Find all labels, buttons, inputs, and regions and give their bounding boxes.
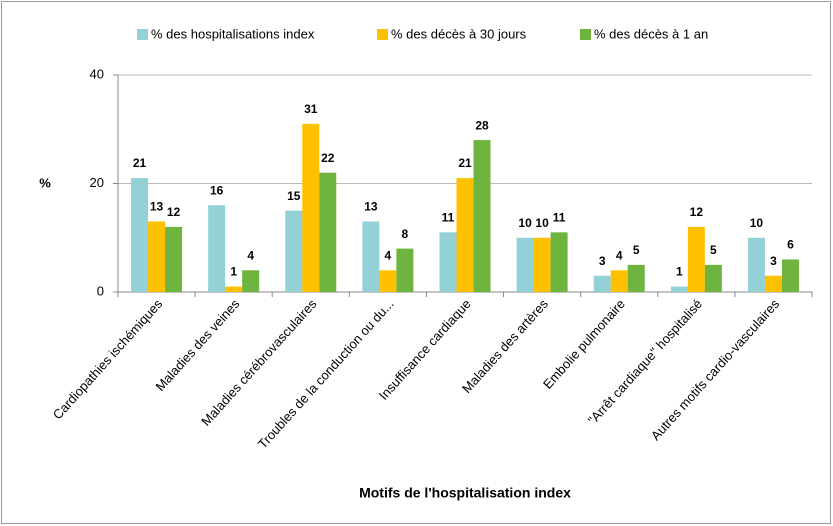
bar bbox=[285, 210, 303, 292]
bar bbox=[550, 232, 568, 292]
bar bbox=[610, 270, 628, 292]
bar bbox=[379, 270, 397, 292]
value-label: 4 bbox=[616, 248, 623, 262]
legend-swatch bbox=[377, 29, 388, 40]
value-label: 5 bbox=[633, 243, 640, 257]
bar bbox=[362, 221, 380, 292]
value-label: 1 bbox=[676, 265, 683, 279]
bar bbox=[396, 248, 414, 292]
bar bbox=[225, 286, 243, 292]
bar bbox=[627, 264, 645, 292]
value-label: 10 bbox=[750, 216, 764, 230]
value-label: 15 bbox=[287, 189, 301, 203]
bar bbox=[131, 178, 149, 292]
bar bbox=[302, 123, 320, 292]
y-tick-label: 0 bbox=[97, 283, 104, 298]
bar bbox=[242, 270, 260, 292]
bar bbox=[473, 140, 491, 292]
value-label: 3 bbox=[599, 254, 606, 268]
bar bbox=[456, 178, 474, 292]
bar bbox=[593, 275, 611, 292]
y-tick-label: 40 bbox=[90, 66, 104, 81]
value-label: 12 bbox=[690, 205, 704, 219]
value-label: 13 bbox=[150, 200, 164, 214]
bar bbox=[704, 264, 722, 292]
value-label: 1 bbox=[230, 265, 237, 279]
value-label: 16 bbox=[210, 183, 224, 197]
bar bbox=[670, 286, 688, 292]
value-label: 5 bbox=[710, 243, 717, 257]
bar bbox=[516, 237, 534, 292]
bar bbox=[764, 275, 782, 292]
value-label: 12 bbox=[167, 205, 181, 219]
value-label: 10 bbox=[518, 216, 532, 230]
value-label: 21 bbox=[133, 156, 147, 170]
bar bbox=[208, 205, 226, 292]
value-label: 10 bbox=[535, 216, 549, 230]
value-label: 31 bbox=[304, 102, 318, 116]
value-label: 8 bbox=[402, 227, 409, 241]
value-label: 21 bbox=[458, 156, 472, 170]
value-label: 11 bbox=[553, 210, 566, 224]
y-axis-label: % bbox=[39, 175, 51, 190]
value-label: 4 bbox=[247, 248, 254, 262]
bar bbox=[148, 221, 166, 292]
value-label: 13 bbox=[364, 200, 378, 214]
x-axis-title: Motifs de l'hospitalisation index bbox=[359, 485, 571, 501]
legend-label: % des décès à 30 jours bbox=[391, 26, 527, 41]
value-label: 11 bbox=[442, 210, 455, 224]
legend-swatch bbox=[580, 29, 591, 40]
value-label: 22 bbox=[321, 151, 335, 165]
bar bbox=[533, 237, 551, 292]
bar bbox=[687, 226, 705, 292]
legend-label: % des hospitalisations index bbox=[151, 26, 315, 41]
value-label: 4 bbox=[385, 248, 392, 262]
value-label: 28 bbox=[475, 118, 489, 132]
bar bbox=[439, 232, 457, 292]
value-label: 6 bbox=[787, 238, 794, 252]
bar bbox=[747, 237, 765, 292]
value-label: 3 bbox=[770, 254, 777, 268]
bar bbox=[319, 172, 337, 292]
bar bbox=[781, 259, 799, 292]
bar bbox=[165, 226, 183, 292]
legend-label: % des décès à 1 an bbox=[594, 26, 708, 41]
y-tick-label: 20 bbox=[90, 175, 104, 190]
legend-swatch bbox=[137, 29, 148, 40]
